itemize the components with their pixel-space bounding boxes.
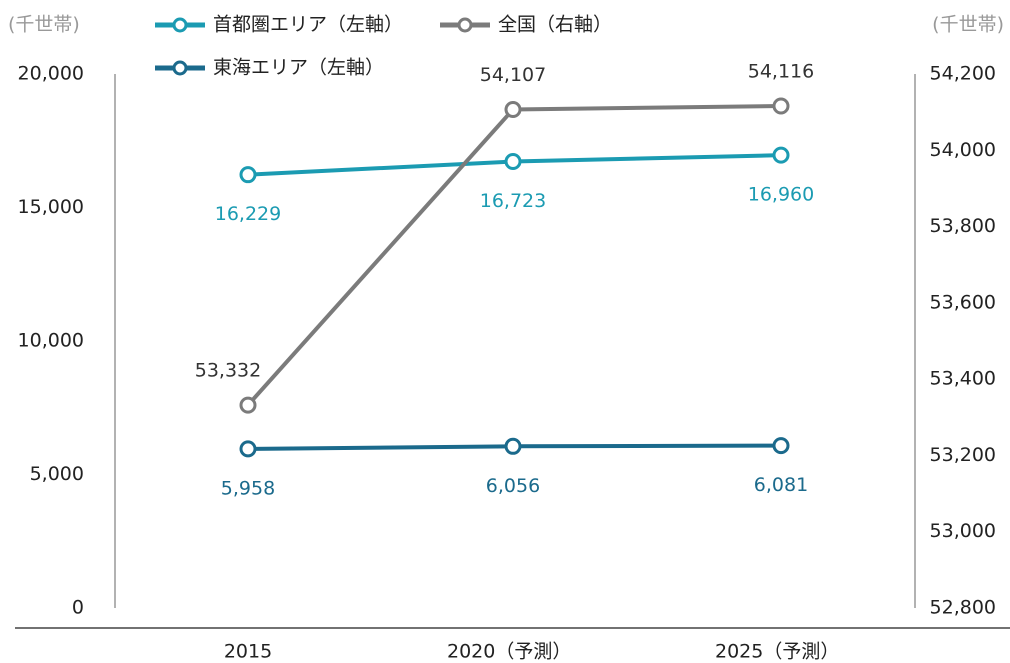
point-marker bbox=[504, 100, 522, 118]
data-label: 6,081 bbox=[754, 474, 808, 496]
y2-tick-label: 53,800 bbox=[930, 215, 996, 237]
series-line bbox=[246, 104, 782, 407]
point-marker bbox=[504, 437, 522, 455]
y-unit-label: (千世帯) bbox=[8, 14, 80, 36]
data-label: 53,332 bbox=[195, 360, 261, 382]
y-tick-label: 20,000 bbox=[18, 63, 84, 85]
point-marker bbox=[504, 152, 522, 170]
data-label: 16,723 bbox=[480, 190, 546, 212]
data-label: 54,116 bbox=[748, 61, 814, 83]
y2-tick-label: 53,400 bbox=[930, 368, 996, 390]
y-tick-label: 0 bbox=[72, 597, 84, 619]
data-label: 16,960 bbox=[748, 184, 814, 206]
point-marker bbox=[239, 166, 257, 184]
point-marker bbox=[239, 440, 257, 458]
y-tick-label: 5,000 bbox=[30, 463, 84, 485]
legend-label: 首都圏エリア（左軸） bbox=[213, 14, 403, 36]
legend-marker bbox=[457, 17, 473, 33]
point-marker bbox=[239, 396, 257, 414]
x-tick-label: 2025（予測） bbox=[715, 641, 839, 663]
y2-tick-label: 54,200 bbox=[930, 63, 996, 85]
data-label: 5,958 bbox=[221, 477, 275, 499]
y2-tick-label: 53,200 bbox=[930, 444, 996, 466]
y2-tick-label: 53,600 bbox=[930, 291, 996, 313]
y2-tick-label: 53,000 bbox=[930, 520, 996, 542]
y2-unit-label: (千世帯) bbox=[932, 14, 1004, 36]
y-tick-label: 10,000 bbox=[18, 330, 84, 352]
x-tick-label: 2020（予測） bbox=[447, 641, 571, 663]
point-marker bbox=[772, 146, 790, 164]
legend-marker bbox=[172, 60, 188, 76]
y-tick-label: 15,000 bbox=[18, 196, 84, 218]
point-marker bbox=[772, 437, 790, 455]
data-label: 16,229 bbox=[215, 203, 281, 225]
legend-marker bbox=[172, 17, 188, 33]
point-marker bbox=[772, 97, 790, 115]
data-label: 54,107 bbox=[480, 64, 546, 86]
data-label: 6,056 bbox=[486, 475, 540, 497]
legend-label: 全国（右軸） bbox=[498, 14, 612, 36]
legend-label: 東海エリア（左軸） bbox=[213, 57, 384, 79]
y2-tick-label: 54,000 bbox=[930, 139, 996, 161]
x-tick-label: 2015 bbox=[224, 641, 272, 663]
y2-tick-label: 52,800 bbox=[930, 597, 996, 619]
